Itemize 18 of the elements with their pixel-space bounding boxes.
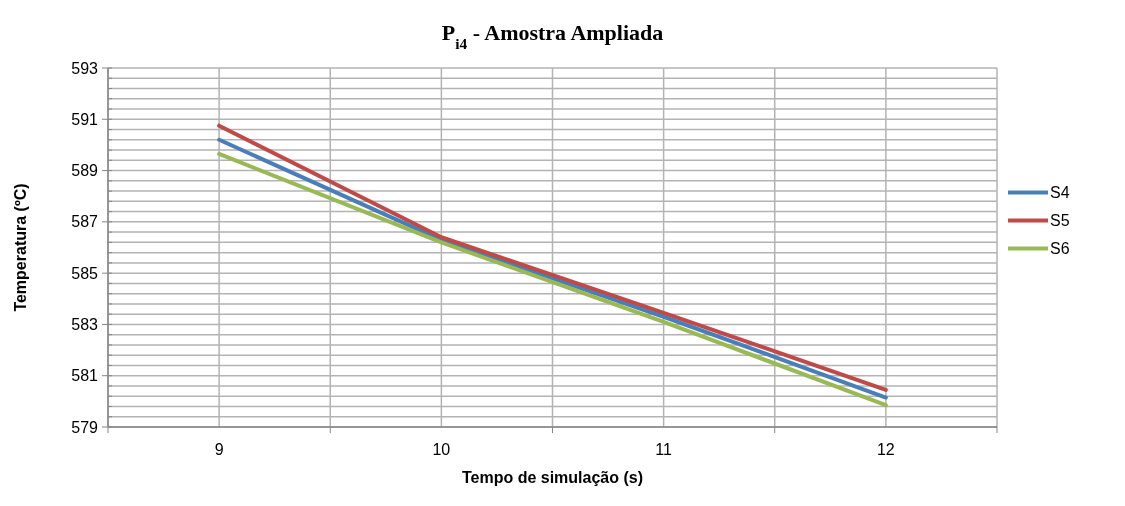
x-axis-title: Tempo de simulação (s)	[461, 469, 644, 486]
y-tick-label: 585	[71, 264, 99, 282]
legend-label: S6	[1050, 240, 1070, 258]
legend-label: S4	[1050, 184, 1070, 202]
y-tick-label: 589	[71, 162, 99, 180]
x-tick-label: 10	[432, 441, 451, 458]
chart-title: P$_{i4}$ - Amostra Ampliada	[441, 20, 664, 52]
x-tick-label: 12	[876, 441, 895, 458]
legend-label: S5	[1050, 212, 1070, 230]
y-tick-label: 587	[71, 213, 99, 231]
y-tick-label: 593	[71, 59, 99, 77]
x-tick-label: 9	[214, 441, 224, 458]
y-axis-title: Temperatura (ºC)	[12, 183, 29, 312]
y-tick-label: 579	[71, 418, 99, 436]
y-tick-label: 591	[71, 110, 99, 128]
y-tick-label: 583	[71, 316, 99, 334]
x-tick-label: 11	[655, 441, 673, 458]
y-tick-label: 581	[71, 367, 99, 385]
